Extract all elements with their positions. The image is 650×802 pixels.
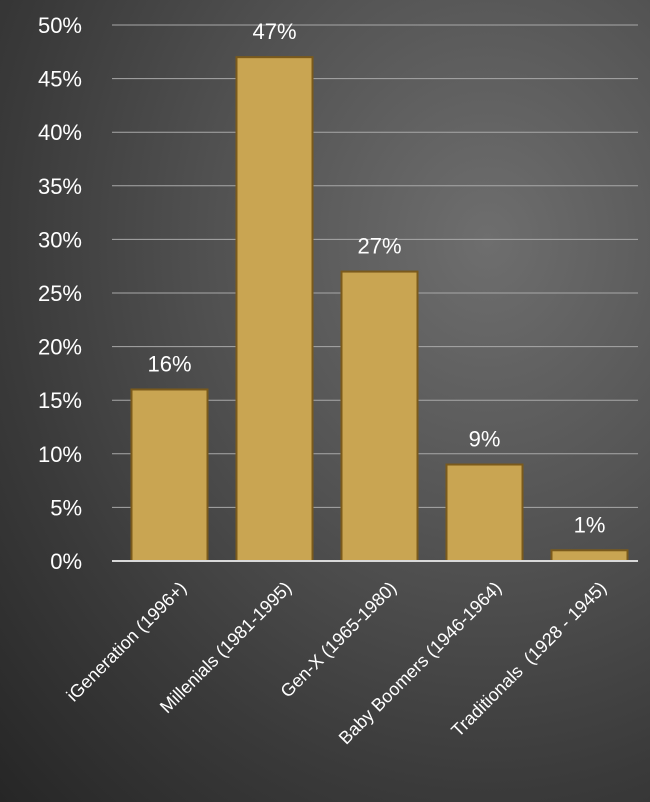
y-tick-label: 15%: [38, 388, 82, 413]
bar-1: [130, 388, 209, 563]
category-labels: iGeneration (1996+)Millenials (1981-1995…: [63, 578, 611, 749]
y-axis-tick-labels: 0% 5% 10% 15% 20% 25% 30% 35% 40% 45% 50%: [38, 13, 82, 574]
y-tick-label: 5%: [50, 495, 82, 520]
bar-5: [550, 549, 629, 563]
bar-4: [445, 463, 524, 562]
data-label: 1%: [574, 512, 606, 537]
y-tick-label: 10%: [38, 442, 82, 467]
bars: [130, 56, 629, 563]
y-tick-label: 25%: [38, 281, 82, 306]
x-tick-label: Gen-X (1965-1980): [277, 578, 401, 702]
y-tick-label: 50%: [38, 13, 82, 38]
data-label: 47%: [252, 19, 296, 44]
data-label: 27%: [357, 234, 401, 259]
y-tick-label: 30%: [38, 227, 82, 252]
bar-2: [235, 56, 314, 562]
y-tick-label: 35%: [38, 174, 82, 199]
y-tick-label: 0%: [50, 549, 82, 574]
y-tick-label: 20%: [38, 335, 82, 360]
x-tick-label: iGeneration (1996+): [63, 578, 191, 706]
bar-3: [340, 270, 419, 562]
y-tick-label: 40%: [38, 120, 82, 145]
data-label: 16%: [147, 351, 191, 376]
y-tick-label: 45%: [38, 67, 82, 92]
data-labels: 16% 47% 27% 9% 1%: [147, 19, 605, 537]
data-label: 9%: [469, 427, 501, 452]
